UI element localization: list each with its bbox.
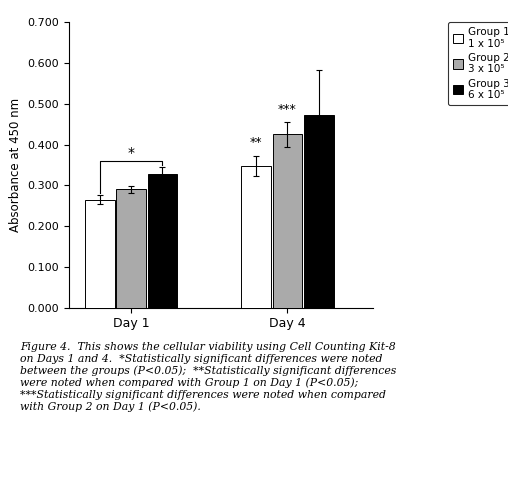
Text: **: ** [250, 136, 263, 149]
Bar [116, 189, 146, 308]
Text: ***: *** [278, 103, 297, 116]
Bar [241, 166, 271, 308]
Bar [147, 174, 177, 308]
Bar [273, 134, 302, 308]
Text: *: * [128, 146, 135, 160]
Bar [85, 199, 115, 308]
Bar [304, 115, 334, 308]
Legend: Group 1
1 x 10⁵, Group 2
3 x 10⁵, Group 3
6 x 10⁵: Group 1 1 x 10⁵, Group 2 3 x 10⁵, Group … [448, 22, 508, 105]
Y-axis label: Absorbance at 450 nm: Absorbance at 450 nm [9, 98, 21, 232]
Text: Figure 4.  This shows the cellular viability using Cell Counting Kit-8
on Days 1: Figure 4. This shows the cellular viabil… [20, 342, 397, 412]
